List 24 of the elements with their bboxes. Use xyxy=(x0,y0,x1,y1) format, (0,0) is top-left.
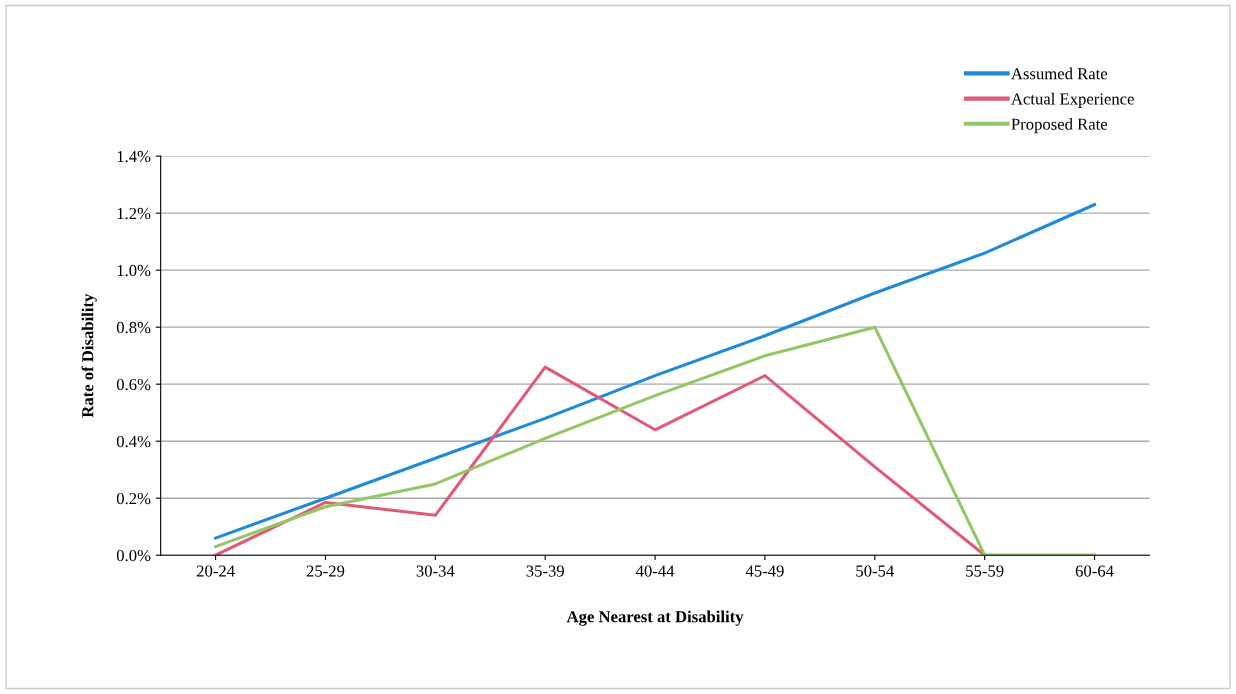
x-tick-label: 30-34 xyxy=(416,565,455,577)
y-tick-label: 0.4% xyxy=(116,435,151,448)
line-series xyxy=(214,325,1097,556)
x-tick-label: 50-54 xyxy=(856,565,894,577)
y-tick-label: 0.2% xyxy=(116,492,151,505)
x-tick-label: 35-39 xyxy=(526,565,564,577)
y-tick-label: 1.2% xyxy=(117,207,151,220)
x-tick-label: 45-49 xyxy=(745,565,784,577)
y-axis-title: Rate of Disability xyxy=(81,293,97,418)
x-tick-label: 60-64 xyxy=(1075,565,1114,577)
y-tick-label: 1.0% xyxy=(117,264,151,277)
x-axis-title: Age Nearest at Disability xyxy=(566,610,744,626)
legend-label: Actual Experience xyxy=(1011,92,1134,108)
x-tick-label: 20-24 xyxy=(196,565,235,577)
x-tick-label: 25-29 xyxy=(306,565,345,577)
legend-label: Proposed Rate xyxy=(1011,118,1108,134)
x-tick-label: 40-44 xyxy=(635,565,675,577)
y-tick-label: 0.6% xyxy=(116,378,151,391)
y-tick-label: 1.4% xyxy=(117,150,151,163)
y-tick-label: 0.8% xyxy=(116,321,151,334)
legend-label: Assumed Rate xyxy=(1011,67,1108,80)
y-tick-label: 0.0% xyxy=(116,549,151,562)
line-series xyxy=(214,203,1097,540)
x-tick-label: 55-59 xyxy=(966,565,1004,577)
